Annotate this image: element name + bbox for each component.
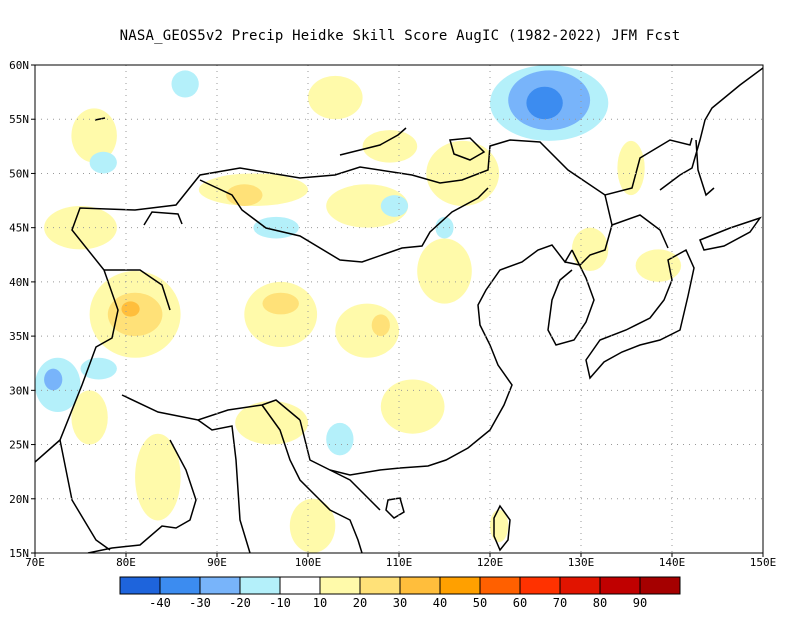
colorbar-swatch bbox=[599, 576, 641, 595]
colorbar-swatch bbox=[479, 576, 521, 595]
colorbar-label: 50 bbox=[473, 596, 487, 610]
skill-region-pos-16 bbox=[135, 433, 181, 521]
chart-title: NASA_GEOS5v2 Precip Heidke Skill Score A… bbox=[119, 28, 681, 44]
colorbar-swatch bbox=[559, 576, 601, 595]
colorbar-swatch bbox=[319, 576, 361, 595]
skill-region-pos-22 bbox=[362, 130, 418, 163]
y-tick-label: 40N bbox=[9, 276, 29, 289]
skill-region-neg-36 bbox=[435, 216, 454, 239]
skill-region-pos-14 bbox=[426, 140, 500, 206]
skill-region-neg-32 bbox=[326, 422, 354, 456]
skill-region-pos-6 bbox=[244, 281, 318, 347]
skill-region-pos-0 bbox=[44, 205, 117, 250]
colorbar-label: 20 bbox=[353, 596, 367, 610]
y-tick-label: 35N bbox=[9, 330, 29, 343]
y-tick-label: 15N bbox=[9, 547, 29, 560]
y-tick-label: 50N bbox=[9, 167, 29, 180]
skill-region-pos-15 bbox=[289, 498, 336, 553]
colorbar-swatch bbox=[439, 576, 481, 595]
colorbar-swatch bbox=[639, 576, 681, 595]
skill-region-neg-27 bbox=[526, 86, 563, 120]
skill-region-pos-21 bbox=[308, 75, 363, 120]
skill-region-pos-11 bbox=[380, 379, 445, 434]
skill-region-pos-7 bbox=[262, 292, 299, 315]
colorbar-label: 80 bbox=[593, 596, 607, 610]
y-tick-label: 55N bbox=[9, 113, 29, 126]
colorbar-swatch bbox=[279, 576, 321, 595]
coastline-borders bbox=[35, 67, 763, 553]
colorbar-label: 30 bbox=[393, 596, 407, 610]
skill-region-pos-17 bbox=[571, 227, 609, 272]
colorbar-label: 70 bbox=[553, 596, 567, 610]
skill-region-neg-30 bbox=[44, 368, 63, 391]
colorbar-swatch bbox=[519, 576, 561, 595]
skill-region-pos-24 bbox=[71, 390, 108, 445]
colorbar-label: -30 bbox=[189, 596, 211, 610]
colorbar-swatch bbox=[159, 576, 201, 595]
colorbar-label: 40 bbox=[433, 596, 447, 610]
skill-region-pos-3 bbox=[121, 301, 140, 317]
x-tick-label: 130E bbox=[568, 556, 595, 569]
skill-region-pos-10 bbox=[371, 314, 390, 337]
graticule bbox=[35, 65, 763, 553]
colorbar-label: -10 bbox=[269, 596, 291, 610]
colorbar-swatch bbox=[199, 576, 241, 595]
x-tick-label: 80E bbox=[116, 556, 136, 569]
x-tick-label: 150E bbox=[750, 556, 777, 569]
x-tick-label: 110E bbox=[386, 556, 413, 569]
colorbar-label: 10 bbox=[313, 596, 327, 610]
skill-region-pos-18 bbox=[617, 140, 645, 196]
y-tick-label: 60N bbox=[9, 59, 29, 72]
y-tick-label: 30N bbox=[9, 384, 29, 397]
skill-region-pos-20 bbox=[71, 108, 117, 163]
skill-region-pos-19 bbox=[635, 249, 682, 282]
skill-region-neg-28 bbox=[171, 70, 199, 98]
y-tick-label: 25N bbox=[9, 439, 29, 452]
colorbar-swatch bbox=[239, 576, 281, 595]
x-tick-label: 70E bbox=[25, 556, 45, 569]
skill-region-pos-8 bbox=[326, 184, 409, 228]
colorbar-swatch bbox=[399, 576, 441, 595]
x-tick-label: 90E bbox=[207, 556, 227, 569]
colorbar-label: 90 bbox=[633, 596, 647, 610]
colorbar-label: -40 bbox=[149, 596, 171, 610]
colorbar-label: 60 bbox=[513, 596, 527, 610]
skill-region-neg-31 bbox=[253, 216, 299, 239]
skill-region-neg-34 bbox=[380, 195, 409, 217]
skill-region-pos-9 bbox=[335, 303, 399, 358]
x-tick-label: 100E bbox=[295, 556, 322, 569]
x-tick-label: 140E bbox=[659, 556, 686, 569]
y-tick-label: 45N bbox=[9, 222, 29, 235]
axis-ticks: 70E 80E 90E 100E 110E 120E 130E 140E 150E 15N 20N 2… bbox=[9, 59, 776, 569]
skill-region-pos-13 bbox=[417, 238, 472, 304]
colorbar: -40 -30 -20 -10 10 20 30 40 50 60 70 80 90 bbox=[119, 576, 681, 610]
y-tick-label: 20N bbox=[9, 493, 29, 506]
colorbar-swatch bbox=[119, 576, 161, 595]
colorbar-swatch bbox=[359, 576, 401, 595]
skill-score-shading bbox=[35, 65, 682, 553]
colorbar-label: -20 bbox=[229, 596, 251, 610]
x-tick-label: 120E bbox=[477, 556, 504, 569]
skill-region-neg-35 bbox=[89, 151, 117, 174]
